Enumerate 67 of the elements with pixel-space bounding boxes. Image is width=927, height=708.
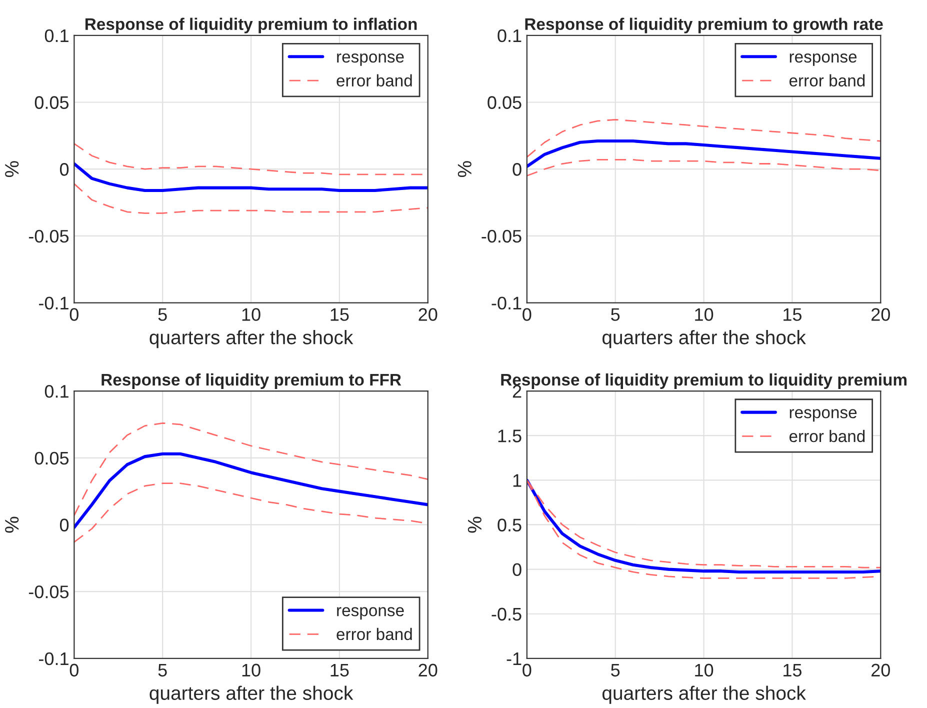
y-axis-title: %	[468, 516, 482, 533]
y-tick-label: 0.1	[44, 29, 68, 42]
x-tick-label: 15	[784, 308, 802, 321]
x-tick-label: 5	[611, 664, 620, 677]
y-axis-title: %	[5, 516, 19, 533]
y-tick-label: 1.5	[498, 430, 522, 442]
y-tick-label: 0	[512, 163, 522, 176]
y-tick-label: 1	[513, 474, 522, 487]
y-tick-label: -0.05	[28, 230, 69, 243]
y-tick-label: -0.05	[482, 230, 522, 243]
x-tick-label: 0	[70, 308, 78, 321]
y-tick-label: 0.5	[498, 518, 522, 532]
chart-title: Response of liquidity premium to inflation	[85, 18, 417, 34]
x-tick-label: 10	[695, 308, 714, 321]
x-tick-label: 10	[242, 308, 260, 321]
y-tick-label: -0.05	[28, 586, 69, 598]
y-tick-label: 0.05	[34, 452, 69, 465]
y-axis-title: %	[5, 161, 19, 178]
y-tick-label: 0.1	[44, 384, 68, 398]
legend-label: error band	[789, 430, 865, 442]
chart-title: Response of liquidity premium to FFR	[102, 373, 402, 389]
y-tick-label: -1	[506, 652, 522, 665]
x-tick-label: 10	[695, 664, 714, 677]
line-series	[526, 139, 881, 168]
line-series	[526, 118, 881, 158]
legend-label: error band	[789, 74, 865, 87]
x-tick-label: 20	[418, 308, 438, 321]
y-tick-label: 0	[512, 563, 522, 576]
y-tick-label: 0	[60, 518, 69, 532]
x-tick-label: 0	[522, 308, 532, 321]
line-series	[74, 422, 428, 516]
x-tick-label: 0	[522, 664, 532, 677]
legend-label: error band	[336, 628, 412, 640]
y-tick-label: -0.5	[492, 608, 522, 621]
x-tick-label: 20	[418, 664, 438, 677]
y-tick-label: 0	[60, 163, 69, 176]
line-series	[526, 159, 881, 176]
x-tick-label: 10	[242, 664, 260, 677]
y-tick-label: 0.1	[498, 29, 522, 42]
x-tick-label: 5	[611, 308, 620, 321]
y-tick-label: -0.1	[38, 652, 68, 666]
y-tick-label: -0.1	[38, 296, 68, 310]
x-tick-label: 20	[872, 308, 890, 321]
x-axis-title: quarters after the shock	[602, 686, 806, 704]
x-tick-label: 20	[872, 664, 890, 677]
legend-label: response	[337, 607, 404, 620]
x-tick-label: 15	[784, 664, 802, 677]
x-axis-title: quarters after the shock	[150, 330, 354, 348]
chart-title: Response of liquidity premium to growth rate	[525, 18, 883, 34]
legend-label: error band	[336, 74, 412, 87]
legend-label: response	[790, 54, 857, 66]
legend-label: response	[790, 409, 857, 422]
y-tick-label: -0.1	[492, 296, 522, 310]
y-tick-label: 0.05	[488, 96, 522, 109]
legend-label: response	[337, 54, 404, 66]
x-tick-label: 0	[70, 664, 78, 677]
x-tick-label: 5	[158, 308, 167, 321]
x-axis-title: quarters after the shock	[602, 330, 806, 348]
y-axis-title: %	[458, 161, 472, 178]
line-series	[74, 452, 428, 529]
x-tick-label: 15	[330, 664, 349, 677]
line-series	[74, 162, 428, 192]
line-series	[74, 183, 428, 214]
x-tick-label: 15	[330, 308, 349, 321]
x-tick-label: 5	[158, 664, 167, 677]
x-axis-title: quarters after the shock	[150, 686, 354, 704]
y-tick-label: 0.05	[34, 96, 69, 109]
